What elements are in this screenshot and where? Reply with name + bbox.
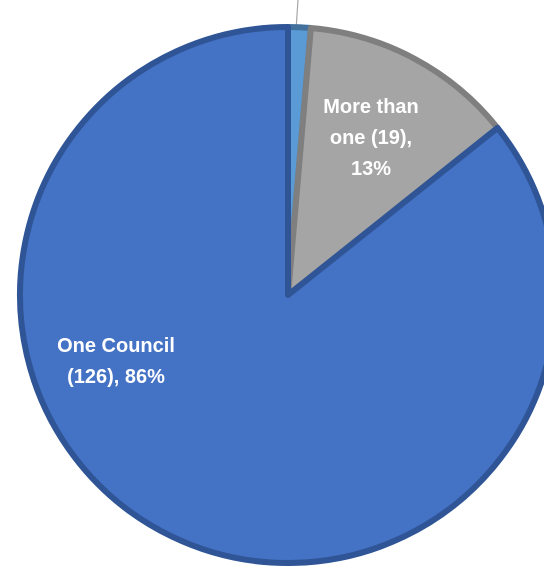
label-line: (126), 86%	[67, 366, 165, 388]
label-line: One Council	[57, 335, 175, 357]
label-more-than-one: More than one (19), 13%	[323, 96, 419, 180]
slice-one-council	[17, 24, 544, 566]
label-line: 13%	[351, 158, 391, 180]
label-line: one (19),	[330, 127, 412, 149]
label-one-council: One Council (126), 86%	[57, 335, 175, 388]
label-line: More than	[323, 96, 419, 118]
slice-more-than-one	[285, 24, 501, 298]
